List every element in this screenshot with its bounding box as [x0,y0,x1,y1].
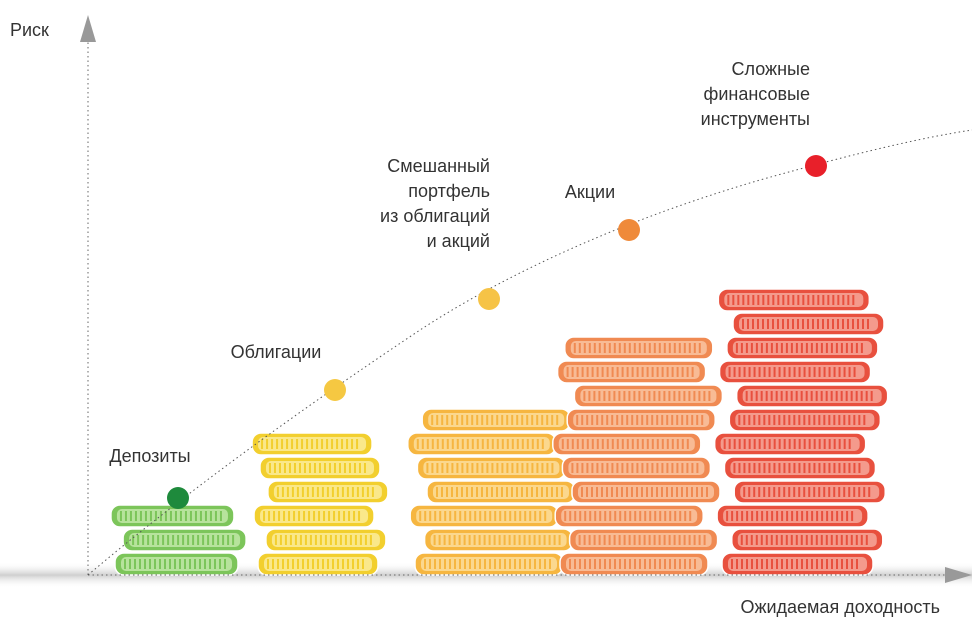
point [167,487,189,509]
coin [258,553,378,575]
point [618,219,640,241]
point-label: финансовые [704,84,810,104]
coin [717,505,868,527]
coin [565,337,713,359]
coin [732,529,883,551]
coin-stacks [111,289,888,575]
point-label: Акции [565,182,615,202]
coin [574,385,722,407]
coin [734,481,885,503]
point-label: Смешанный [387,156,490,176]
coin [123,529,246,551]
coin [268,481,388,503]
coin [553,433,701,455]
coin [562,457,710,479]
coin [425,529,573,551]
coin [115,553,238,575]
coin [422,409,570,431]
point-label: и акций [427,231,490,251]
infographic: Риск Ожидаемая доходность Депозиты Облига… [0,0,972,623]
point [805,155,827,177]
point-label: из облигаций [380,206,490,226]
coin [733,313,884,335]
point [324,379,346,401]
coin [111,505,234,527]
coin [254,505,374,527]
y-axis-arrow [80,15,96,42]
point-label: портфель [408,181,490,201]
point-label: Облигации [231,342,322,362]
coin [572,481,720,503]
coin [567,409,715,431]
coin [720,361,871,383]
x-axis-label: Ожидаемая доходность [740,597,940,617]
coin [252,433,372,455]
coin [555,505,703,527]
coin [417,457,565,479]
y-axis-label: Риск [10,20,49,40]
coin [570,529,718,551]
coin [410,505,558,527]
point-label: Депозиты [109,446,190,466]
coin [558,361,706,383]
coin [408,433,556,455]
coin [722,553,873,575]
point-label: Сложные [732,59,810,79]
coin [724,457,875,479]
coin [715,433,866,455]
coin [266,529,386,551]
coin [560,553,708,575]
coin [718,289,869,311]
coin [260,457,380,479]
point [478,288,500,310]
coin [415,553,563,575]
coin-rim [431,533,567,547]
point-label: инструменты [701,109,810,129]
coin [427,481,575,503]
coin [737,385,888,407]
coin [729,409,880,431]
coin [727,337,878,359]
